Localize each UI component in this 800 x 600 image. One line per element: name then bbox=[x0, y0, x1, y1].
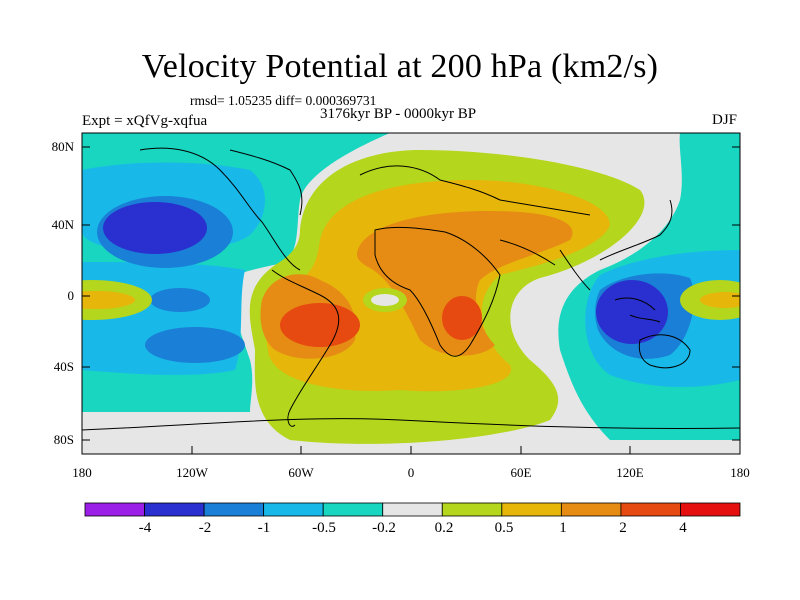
x-label-180w: 180 bbox=[72, 465, 92, 480]
coastlines bbox=[82, 147, 740, 431]
colorbar-label: 4 bbox=[679, 520, 687, 536]
tropical-pacific-mid bbox=[150, 288, 210, 312]
colorbar-label: -1 bbox=[257, 520, 271, 536]
maritime-continent-low bbox=[596, 280, 668, 344]
antarctica-coast bbox=[82, 418, 740, 431]
colorbar bbox=[84, 502, 741, 517]
colorbar-label: -4 bbox=[138, 520, 152, 536]
map-field bbox=[82, 133, 740, 454]
colorbar-bin bbox=[203, 502, 265, 517]
west-pacific-positive-core bbox=[82, 291, 135, 309]
y-ticks bbox=[82, 146, 740, 441]
colorbar-bin bbox=[620, 502, 681, 517]
y-label-80s: 80S bbox=[53, 432, 74, 447]
colorbar-bin bbox=[501, 502, 562, 517]
chart-title: Velocity Potential at 200 hPa (km2/s) bbox=[141, 48, 659, 85]
colorbar-bin bbox=[263, 502, 324, 517]
indonesia-coast bbox=[614, 297, 661, 323]
colorbar-bin bbox=[144, 502, 205, 517]
colorbar-bin bbox=[680, 502, 741, 517]
south-america-max bbox=[280, 303, 360, 347]
x-label-120w: 120W bbox=[176, 465, 208, 480]
colorbar-label: 0.2 bbox=[434, 520, 454, 536]
colorbar-bin bbox=[560, 502, 622, 517]
stats-line: rmsd= 1.05235 diff= 0.000369731 bbox=[190, 93, 377, 108]
hudson-coast bbox=[229, 149, 303, 216]
y-label-40n: 40N bbox=[51, 217, 74, 232]
africa-max bbox=[442, 296, 482, 340]
colorbar-label: 1 bbox=[559, 520, 567, 536]
south-america-coast bbox=[271, 269, 340, 427]
colorbar-label: -2 bbox=[198, 520, 212, 536]
x-label-180e: 180 bbox=[730, 465, 750, 480]
x-label-60w: 60W bbox=[288, 465, 314, 480]
colorbar-label: 2 bbox=[619, 520, 627, 536]
colorbar-label: 0.5 bbox=[494, 520, 514, 536]
y-label-40s: 40S bbox=[53, 359, 74, 374]
x-label-60e: 60E bbox=[510, 465, 532, 480]
south-pacific-mid bbox=[145, 327, 245, 363]
east-pacific-positive-core bbox=[700, 292, 740, 308]
y-label-eq: 0 bbox=[67, 288, 75, 303]
colorbar-bin bbox=[322, 502, 384, 517]
east-asia-coast bbox=[599, 199, 673, 261]
africa-positive-high bbox=[357, 210, 573, 356]
x-label-0: 0 bbox=[407, 465, 415, 480]
north-america-coast bbox=[139, 147, 301, 271]
colorbar-label: -0.2 bbox=[372, 520, 396, 536]
season-label: DJF bbox=[712, 112, 738, 128]
arabia-coast bbox=[499, 239, 556, 266]
north-pacific-low bbox=[103, 202, 207, 254]
x-label-120e: 120E bbox=[616, 465, 644, 480]
x-ticks bbox=[81, 446, 741, 454]
colorbar-bin bbox=[84, 502, 145, 517]
y-label-80n: 80N bbox=[51, 139, 74, 154]
colorbar-label: -0.5 bbox=[312, 520, 336, 536]
australia-coast bbox=[638, 334, 691, 369]
period-line: 3176kyr BP - 0000kyr BP bbox=[320, 106, 477, 122]
eurasia-coast bbox=[359, 165, 591, 216]
experiment-label: Expt = xQfVg-xqfua bbox=[82, 113, 208, 129]
africa-coast bbox=[374, 226, 501, 357]
atlantic-hole-inner bbox=[371, 294, 399, 306]
colorbar-bin bbox=[382, 502, 443, 517]
india-coast bbox=[559, 249, 591, 291]
colorbar-bin bbox=[441, 502, 503, 517]
